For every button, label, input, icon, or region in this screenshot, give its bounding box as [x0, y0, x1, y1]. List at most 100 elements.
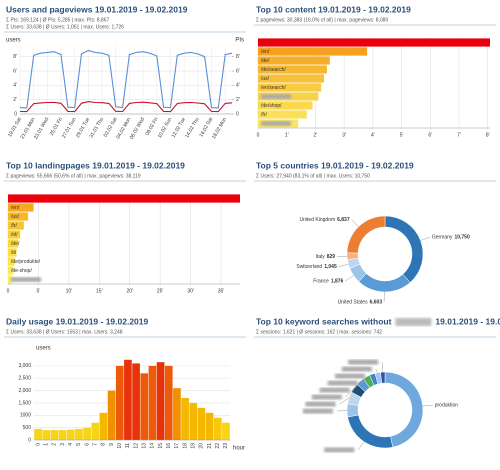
- slice-name: Italy: [316, 254, 326, 260]
- bar: [50, 430, 59, 440]
- x-tick-label: 0: [7, 288, 10, 294]
- bar: [124, 359, 132, 440]
- leader-line: [361, 376, 367, 384]
- x-tick-label: 23: [223, 443, 229, 449]
- y-tick-label: 1000: [20, 413, 31, 419]
- bar: [213, 417, 222, 440]
- bar: [58, 430, 67, 440]
- y2-tick-label: 2': [236, 97, 240, 103]
- slice-value: 829: [327, 254, 336, 260]
- bar: [83, 427, 91, 440]
- bar-label: /en/: [11, 205, 20, 211]
- leader-line: [420, 236, 430, 241]
- bar-label: /us/: [11, 214, 20, 220]
- x-tick-label: 4': [371, 132, 375, 138]
- y-tick-label: 2,500: [18, 376, 31, 382]
- bar: [8, 266, 14, 275]
- x-tick-label: 19: [191, 443, 197, 449]
- bar: [148, 365, 157, 440]
- y-tick-label: 6': [13, 68, 17, 74]
- y-tick-label: 500: [23, 425, 32, 431]
- x-tick-label: 2': [314, 132, 318, 138]
- bar: [91, 422, 100, 440]
- leader-line: [345, 275, 354, 282]
- blurred-text: [305, 401, 336, 407]
- panel-title: Top 10 keyword searches without: [256, 316, 392, 326]
- donut-slice: [358, 273, 411, 293]
- bar: [8, 230, 21, 239]
- bar: [8, 194, 240, 203]
- donut-slice: [346, 215, 386, 254]
- slice-value: 6,603: [370, 299, 383, 305]
- x-tick-label: 35': [218, 288, 225, 294]
- bar-label: /de-shop/: [11, 268, 32, 274]
- bar: [258, 110, 307, 119]
- leader-line: [381, 362, 383, 373]
- bar: [156, 362, 165, 440]
- bar: [42, 430, 51, 440]
- panel-subtitle: Σ PIs: 169,124 | Ø PIs: 5,285 | max. PIs…: [6, 17, 109, 23]
- slice-name: France: [313, 278, 329, 284]
- bar: [258, 38, 490, 47]
- x-tick-label: 8': [486, 132, 490, 138]
- bar: [8, 257, 15, 266]
- bar: [205, 412, 214, 440]
- bar: [8, 221, 24, 230]
- donut-slice: [384, 215, 424, 283]
- blurred-text: [395, 318, 432, 326]
- x-tick-label: 25': [157, 288, 164, 294]
- x-tick-label: 10': [66, 288, 73, 294]
- bar: [99, 412, 108, 440]
- y-tick-label: 4': [13, 83, 17, 89]
- bar: [8, 239, 19, 248]
- panel-subtitle: Σ pageviews: 55,666 (50,6% of all) | max…: [6, 173, 141, 179]
- y-tick-label: 2,000: [18, 388, 31, 394]
- x-tick-label: 5': [400, 132, 404, 138]
- bar: [164, 365, 173, 440]
- leader-line: [351, 219, 359, 227]
- x-tick-label: 1': [285, 132, 289, 138]
- panel-date: 19.01.2019 - 19.02.2019: [435, 316, 500, 326]
- x-tick-label: 14: [150, 443, 156, 449]
- x-tick-label: 17: [174, 443, 180, 449]
- leader-line: [345, 387, 355, 398]
- donut-slice: [346, 403, 359, 418]
- x-tick-label: 6: [84, 443, 90, 446]
- bar-label: /de/search/: [261, 67, 286, 73]
- panel-title: Users and pageviews 19.01.2019 - 19.02.2…: [6, 4, 188, 14]
- x-tick-label: 3': [342, 132, 346, 138]
- bar-label: /fr/: [261, 112, 267, 118]
- x-tick-label: 1: [44, 443, 50, 446]
- x-tick-label: 11: [125, 443, 131, 448]
- y2-tick-label: 0: [236, 111, 239, 117]
- bar-label: /us/: [261, 76, 270, 82]
- y2-tick-label: 8': [236, 54, 240, 60]
- bar: [197, 407, 206, 440]
- panel-title: Daily usage 19.01.2019 - 19.02.2019: [6, 316, 149, 326]
- blurred-text: [261, 94, 291, 99]
- slice-name: United Kingdom: [300, 217, 336, 223]
- x-tick-label: 22: [215, 443, 221, 449]
- x-axis-label: hour: [233, 446, 245, 452]
- x-tick-label: 20': [126, 288, 133, 294]
- slice-name: produktion: [435, 402, 459, 408]
- slice-value: 1,045: [324, 264, 337, 270]
- bar: [258, 101, 313, 110]
- x-tick-label: 15': [96, 288, 103, 294]
- y-axis-label: users: [36, 346, 51, 352]
- bar: [66, 429, 75, 440]
- y-tick-label: 2': [13, 97, 17, 103]
- panel-subtitle: Σ pageviews: 30,383 (16,0% of all) | max…: [256, 17, 388, 23]
- bar: [75, 428, 83, 440]
- x-tick-label: 6': [428, 132, 432, 138]
- bar-label: /nl/: [11, 232, 18, 238]
- x-tick-label: 8: [101, 443, 107, 446]
- bar: [189, 402, 198, 440]
- bar-label: /en/: [261, 49, 270, 55]
- x-tick-label: 5': [37, 288, 41, 294]
- bar: [132, 363, 140, 440]
- leader-line: [353, 381, 361, 391]
- y-tick-label: 0: [14, 111, 17, 117]
- x-tick-label: 0: [35, 443, 41, 446]
